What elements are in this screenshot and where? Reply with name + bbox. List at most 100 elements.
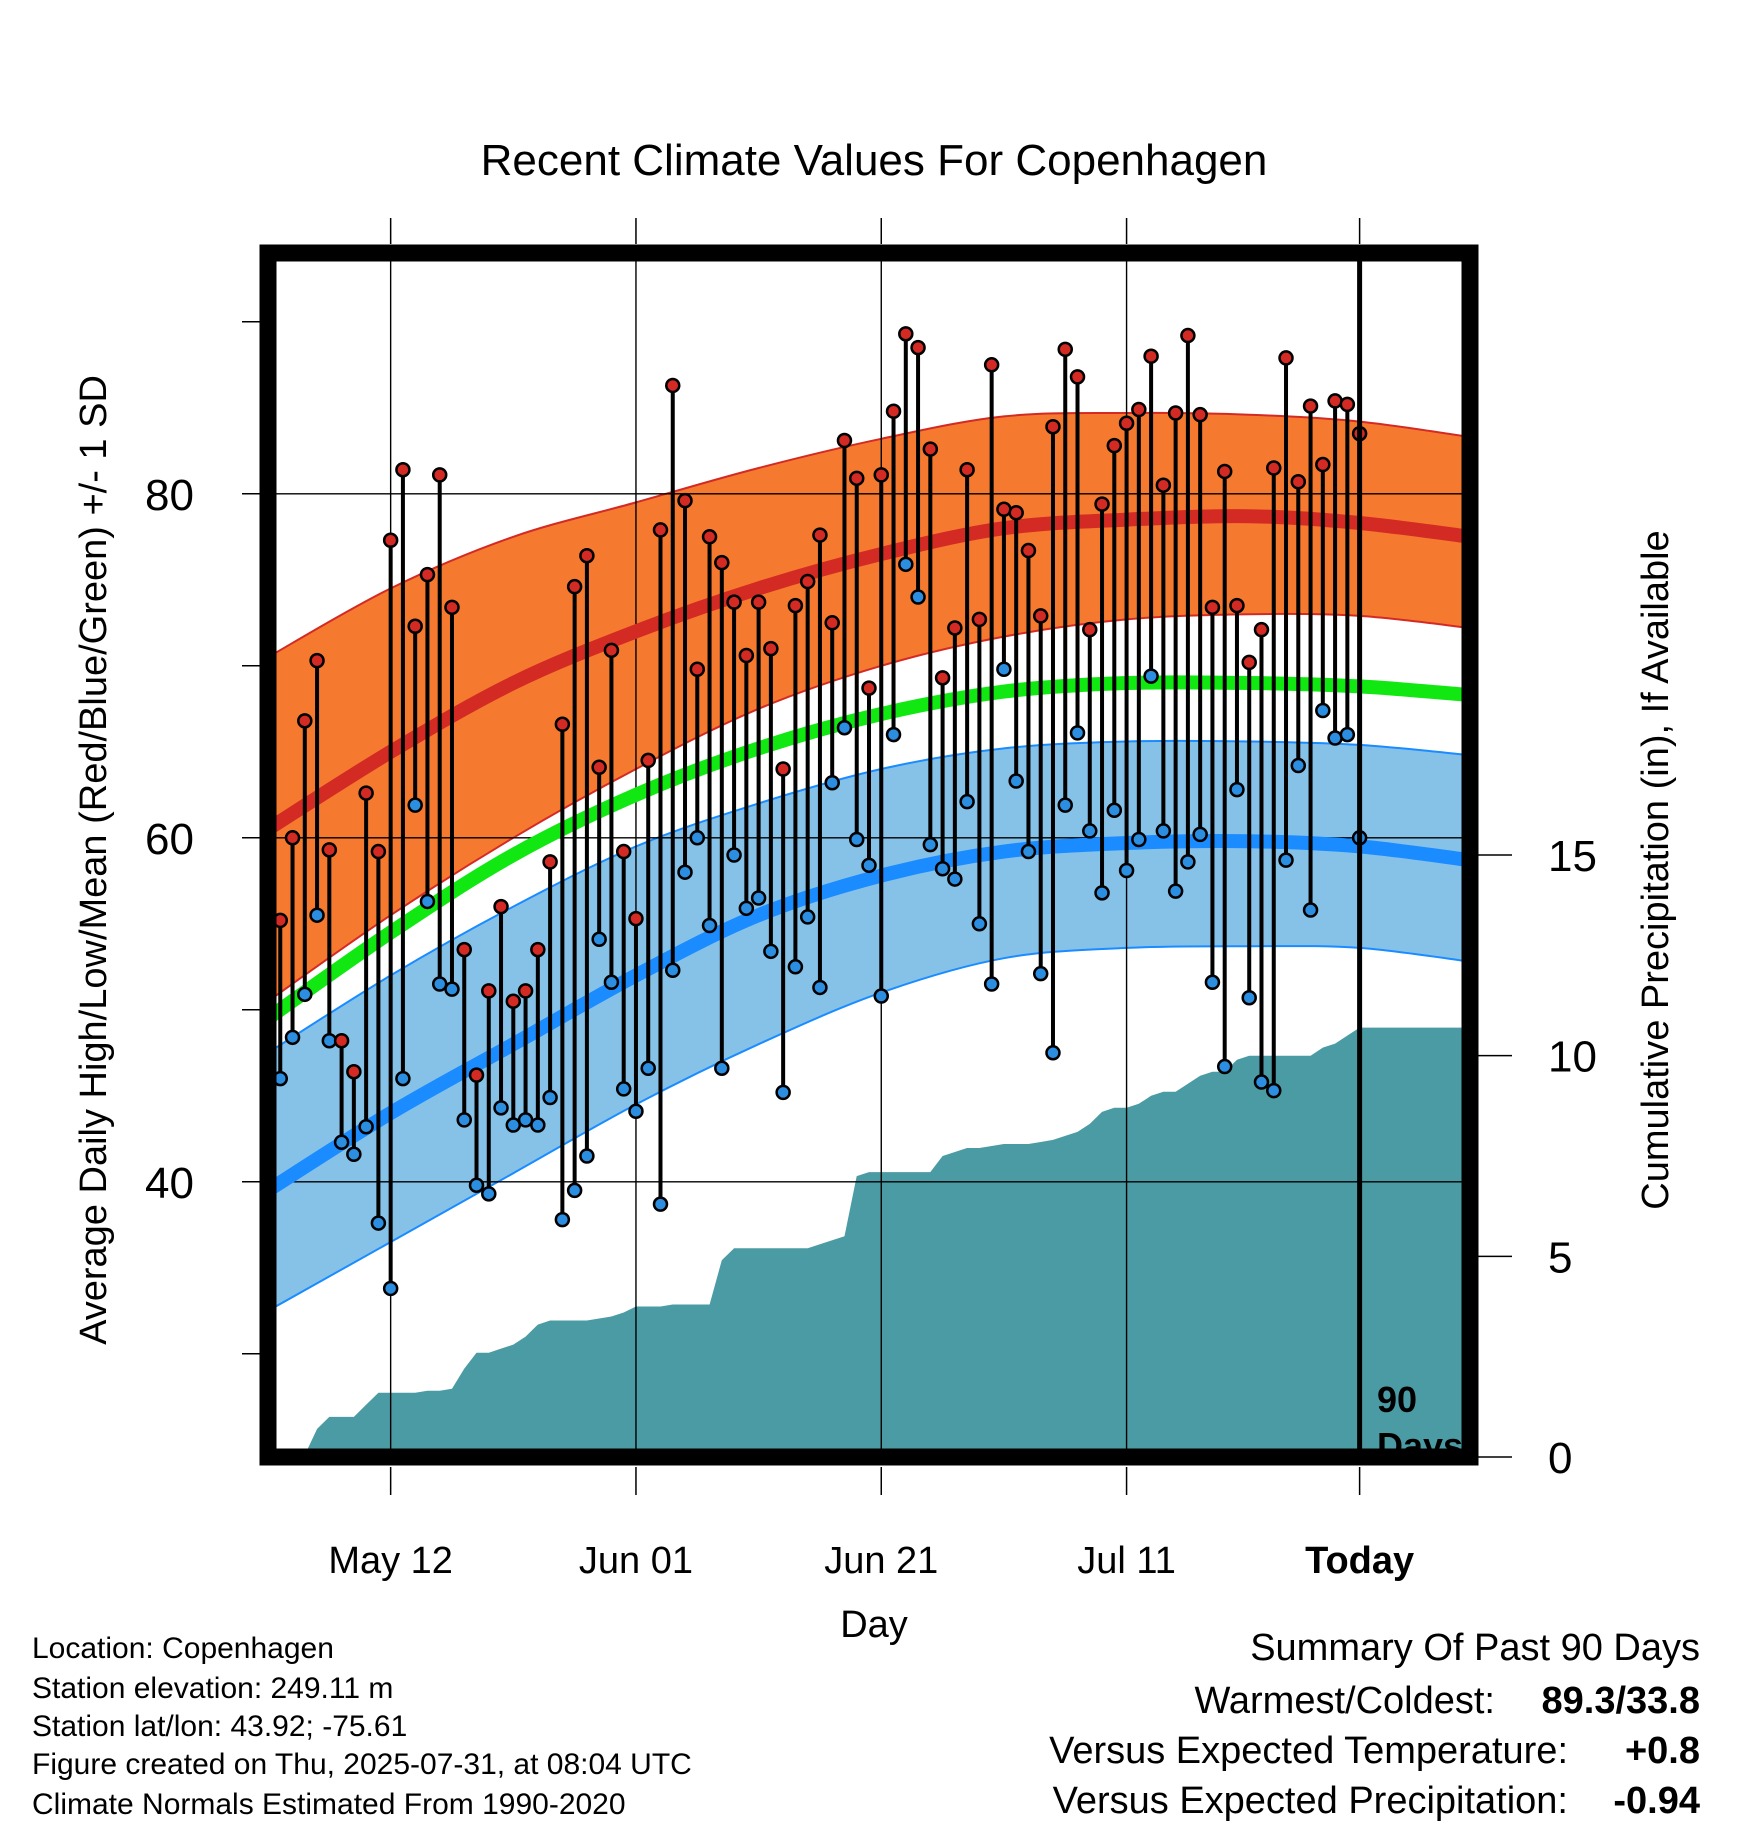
daily-low-point [1327, 730, 1343, 746]
daily-high-point [1229, 597, 1245, 614]
daily-high-point [947, 620, 963, 636]
x-tick-label: Today [1305, 1540, 1414, 1582]
daily-low-point [1082, 823, 1098, 839]
daily-high-point [1167, 405, 1184, 421]
y2-tick-label: 0 [1548, 1434, 1572, 1483]
daily-high-point [1057, 341, 1073, 358]
daily-low-point [812, 979, 828, 996]
daily-low-point [1167, 883, 1184, 899]
daily-high-point [321, 842, 338, 858]
daily-high-point [775, 761, 791, 777]
daily-high-point [714, 554, 730, 571]
daily-low-point [665, 962, 681, 978]
daily-high-point [554, 716, 571, 733]
daily-low-point [1339, 726, 1356, 743]
daily-low-point [959, 793, 975, 810]
daily-high-point [1253, 621, 1270, 638]
daily-low-point [1266, 1082, 1282, 1099]
daily-high-point [689, 661, 706, 677]
daily-high-point [566, 578, 583, 595]
daily-low-point [1131, 831, 1147, 848]
daily-low-point [309, 907, 325, 923]
daily-low-point [579, 1148, 595, 1164]
daily-low-point [1106, 802, 1123, 819]
daily-high-point [885, 403, 902, 419]
summary-temp-label: Versus Expected Temperature: [1049, 1730, 1568, 1772]
y-tick-label: 60 [145, 815, 194, 864]
marker-label-line2: Days [1377, 1425, 1463, 1466]
summary-precip-value: -0.94 [1613, 1780, 1700, 1822]
daily-high-point [407, 618, 423, 634]
daily-low-point [1216, 1058, 1233, 1075]
daily-low-point [824, 775, 840, 791]
daily-low-point [1155, 823, 1172, 839]
summary-title: Summary Of Past 90 Days [1250, 1627, 1700, 1669]
daily-high-point [1302, 398, 1319, 414]
daily-high-point [1315, 456, 1331, 473]
daily-high-point [1155, 477, 1172, 493]
daily-high-point [971, 611, 988, 628]
daily-low-point [714, 1060, 730, 1077]
daily-high-point [333, 1033, 350, 1049]
daily-high-point [456, 941, 472, 958]
daily-low-point [701, 917, 718, 934]
daily-high-point [812, 527, 828, 543]
daily-low-point [493, 1100, 509, 1116]
daily-high-point [1045, 418, 1061, 435]
y2-tick-label: 15 [1548, 832, 1597, 881]
daily-low-point [1278, 852, 1294, 868]
daily-low-point [603, 974, 620, 991]
daily-low-point [615, 1081, 632, 1097]
daily-high-point [297, 713, 313, 729]
daily-high-point [603, 642, 620, 659]
daily-low-point [1229, 781, 1245, 798]
daily-low-point [848, 831, 865, 848]
daily-high-point [640, 752, 656, 769]
x-tick-label: Jun 01 [579, 1540, 693, 1582]
daily-low-point [468, 1177, 485, 1193]
daily-low-point [1192, 826, 1208, 843]
summary-warm-cold-value: 89.3/33.8 [1542, 1680, 1700, 1722]
daily-high-point [701, 529, 718, 545]
daily-high-point [1192, 406, 1208, 423]
daily-high-point [738, 647, 755, 664]
daily-low-point [799, 909, 816, 925]
y-tick-label: 80 [145, 471, 194, 520]
daily-high-point [861, 680, 877, 696]
daily-low-point [1241, 990, 1257, 1006]
daily-high-point [346, 1063, 362, 1080]
daily-low-point [1020, 843, 1037, 860]
daily-low-point [738, 900, 755, 917]
daily-low-point [971, 916, 988, 932]
daily-high-point [996, 501, 1012, 518]
precipitation-area [280, 1027, 1470, 1457]
daily-low-point [836, 719, 853, 736]
daily-low-point [395, 1070, 411, 1087]
daily-low-point [333, 1134, 350, 1150]
x-tick-label: May 12 [328, 1540, 453, 1582]
daily-low-point [677, 864, 693, 880]
daily-low-point [947, 871, 963, 887]
daily-low-point [1302, 902, 1319, 918]
daily-low-point [407, 797, 423, 813]
daily-high-point [1241, 654, 1257, 671]
daily-low-point [542, 1089, 558, 1106]
daily-high-point [677, 492, 693, 509]
daily-low-point [1057, 797, 1073, 813]
daily-high-point [787, 597, 804, 614]
daily-low-point [346, 1146, 362, 1163]
daily-high-point [591, 759, 607, 776]
daily-low-point [566, 1182, 583, 1199]
x-tick-label: Jul 11 [1077, 1540, 1176, 1582]
daily-high-point [628, 910, 644, 927]
daily-high-point [382, 532, 399, 548]
daily-low-point [898, 556, 914, 573]
daily-high-point [763, 640, 779, 657]
daily-low-point [1032, 965, 1049, 982]
daily-low-point [787, 959, 804, 975]
daily-high-point [1032, 608, 1049, 624]
daily-low-point [554, 1211, 571, 1228]
daily-high-point [1216, 463, 1233, 480]
daily-high-point [284, 830, 301, 846]
x-axis-label: Day [840, 1604, 908, 1646]
